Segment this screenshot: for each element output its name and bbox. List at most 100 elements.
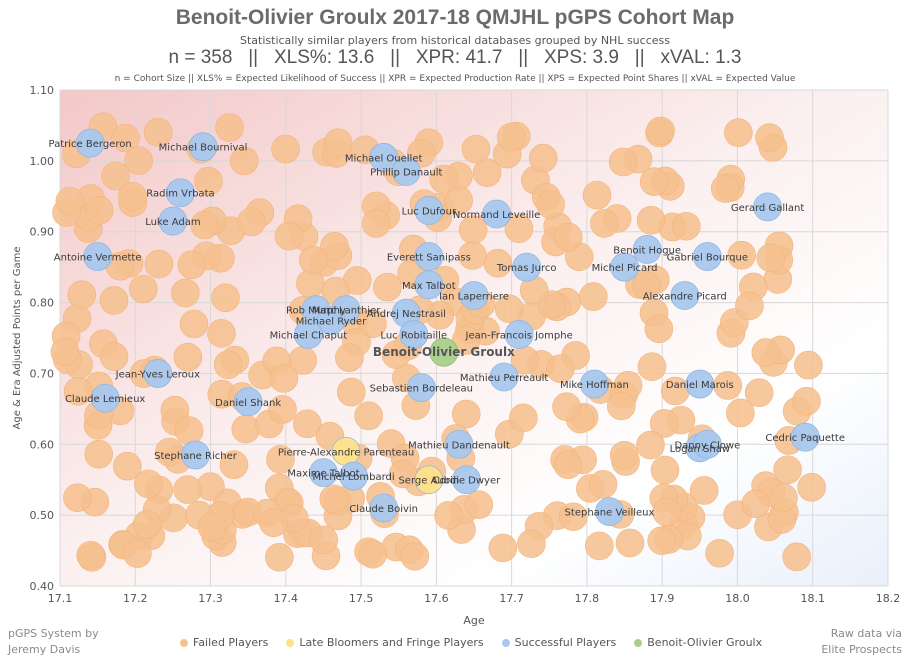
- failed-player-dot: [231, 414, 261, 444]
- successful-player-dot: [790, 422, 820, 452]
- late-player-dot: [414, 465, 444, 495]
- failed-player-dot: [558, 502, 588, 532]
- player-label: Alexandre Picard: [643, 291, 727, 302]
- x-tick-label: 17.3: [198, 592, 223, 605]
- successful-player-dot: [369, 142, 399, 172]
- failed-player-dot: [546, 354, 575, 383]
- legend-successful: Successful Players: [501, 636, 616, 649]
- successful-player-dot: [158, 206, 188, 236]
- failed-player-dot: [496, 122, 526, 152]
- x-tick-label: 18.2: [876, 592, 901, 605]
- failed-player-dot: [650, 455, 680, 485]
- player-label: Pierre-Alexandre Parenteau: [278, 447, 414, 458]
- failed-player-dot: [472, 158, 502, 187]
- successful-player-dot: [316, 305, 346, 335]
- successful-player-dot: [309, 458, 338, 488]
- successful-player-dot: [83, 242, 113, 271]
- y-tick-label: 1.10: [30, 84, 55, 97]
- successful-player-dot: [391, 157, 421, 186]
- x-axis-label: Age: [463, 614, 485, 627]
- failed-player-dot: [173, 475, 202, 504]
- failed-player-dot: [123, 539, 152, 568]
- failed-player-dot: [464, 490, 494, 520]
- legend: Failed Players Late Bloomers and Fringe …: [180, 636, 762, 649]
- failed-player-dot: [179, 309, 209, 339]
- failed-player-dot: [672, 211, 701, 241]
- failed-player-dot: [647, 526, 677, 555]
- successful-player-dot: [580, 369, 609, 399]
- failed-player-dot: [213, 350, 243, 380]
- failed-player-dot: [63, 483, 92, 513]
- successful-player-dot: [188, 132, 218, 162]
- failed-player-dot: [143, 118, 173, 147]
- failed-player-dot: [553, 450, 583, 480]
- successful-player-dot: [610, 252, 639, 282]
- failed-player-dot: [494, 294, 524, 324]
- successful-player-dot: [414, 270, 444, 300]
- player-label: Claude Boivin: [349, 504, 418, 515]
- failed-player-dot: [451, 399, 481, 429]
- legend-failed-label: Failed Players: [193, 636, 269, 649]
- successful-player-dot: [75, 128, 105, 158]
- failed-player-dot: [553, 222, 583, 252]
- player-label: Jean-Francois Jomphe: [465, 330, 573, 341]
- failed-player-dot: [552, 392, 581, 422]
- player-label: Michel Picard: [592, 263, 658, 274]
- failed-player-dot: [461, 134, 491, 164]
- failed-player-dot: [794, 350, 823, 380]
- failed-player-dot: [177, 250, 207, 280]
- failed-player-dot: [607, 391, 636, 421]
- successful-player-dot: [482, 199, 511, 229]
- subject-player-dot: [429, 337, 459, 367]
- failed-player-dot: [63, 377, 93, 406]
- successful-player-dot: [399, 320, 429, 349]
- failed-player-dot: [751, 338, 781, 367]
- failed-player-dot: [50, 337, 80, 367]
- failed-player-dot: [582, 180, 612, 210]
- failed-player-dot: [782, 542, 812, 572]
- failed-player-dot: [194, 166, 223, 196]
- failed-player-dot: [773, 455, 802, 485]
- legend-subject-dot: [634, 638, 643, 647]
- legend-subject: Benoit-Olivier Groulx: [634, 636, 762, 649]
- failed-player-dot: [528, 143, 558, 173]
- player-label: Antoine Vermette: [54, 253, 142, 264]
- failed-player-dot: [118, 181, 147, 211]
- failed-player-dot: [615, 528, 645, 558]
- chart-subtitle: Statistically similar players from histo…: [240, 34, 670, 47]
- successful-player-dot: [595, 497, 624, 527]
- failed-player-dot: [579, 282, 608, 311]
- footer-credit-line1: pGPS System by: [8, 627, 99, 640]
- failed-player-dot: [429, 164, 458, 194]
- failed-player-dot: [609, 440, 639, 470]
- successful-player-dot: [414, 196, 444, 225]
- y-tick-label: 1.00: [30, 155, 55, 168]
- player-label: Normand Leveille: [453, 210, 540, 221]
- failed-player-dot: [319, 484, 349, 514]
- player-label: Everett Sanipass: [387, 253, 471, 264]
- x-tick-label: 17.7: [499, 592, 524, 605]
- player-label: Marc Lanthier: [312, 306, 382, 317]
- legend-late-dot: [286, 638, 295, 647]
- failed-player-dot: [335, 343, 364, 372]
- player-label: Benoit Hogue: [613, 245, 681, 256]
- failed-player-dot: [636, 430, 665, 460]
- failed-player-dot: [144, 249, 174, 279]
- failed-player-dot: [444, 186, 473, 215]
- failed-player-dot: [361, 209, 391, 238]
- failed-player-dot: [55, 186, 85, 216]
- player-label: Tomas Jurco: [496, 263, 557, 274]
- failed-player-dot: [536, 190, 565, 219]
- player-label: Michael Chaput: [270, 330, 348, 341]
- x-tick-label: 17.9: [650, 592, 675, 605]
- y-tick-label: 0.50: [30, 509, 55, 522]
- failed-player-dot: [637, 352, 667, 381]
- player-label: Luc Dufour: [402, 206, 457, 217]
- failed-player-dot: [744, 378, 774, 408]
- failed-player-dot: [755, 123, 784, 152]
- successful-player-dot: [233, 387, 263, 417]
- failed-player-dot: [639, 167, 669, 196]
- y-tick-label: 0.40: [30, 580, 55, 593]
- x-tick-label: 18.1: [800, 592, 825, 605]
- legend-failed: Failed Players: [180, 636, 268, 649]
